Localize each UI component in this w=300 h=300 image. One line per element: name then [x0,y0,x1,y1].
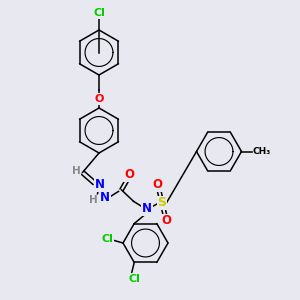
Text: Cl: Cl [128,274,140,284]
Text: H: H [71,166,80,176]
Text: S: S [158,196,166,209]
Text: N: N [142,202,152,215]
Text: N: N [95,178,105,191]
Text: O: O [161,214,172,227]
Text: H: H [88,195,98,206]
Text: O: O [152,178,163,191]
Text: O: O [124,168,134,182]
Text: Cl: Cl [101,233,113,244]
Text: O: O [94,94,104,104]
Text: N: N [100,191,110,204]
Text: CH₃: CH₃ [253,147,271,156]
Text: Cl: Cl [93,8,105,19]
